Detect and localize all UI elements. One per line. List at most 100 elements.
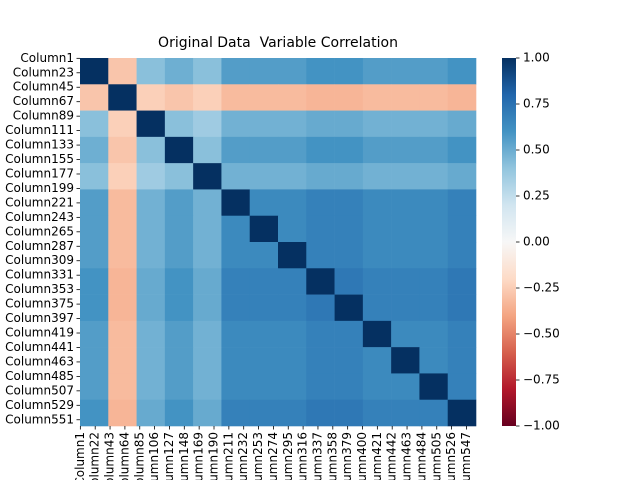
heatmap-cell	[419, 373, 449, 401]
heatmap-cell	[391, 84, 420, 111]
heatmap-cell	[80, 399, 109, 427]
heatmap-cell	[249, 399, 279, 427]
heatmap-cell	[306, 110, 335, 138]
x-tick-label: Column43	[103, 432, 117, 480]
heatmap-cell	[447, 84, 477, 111]
heatmap-cell	[164, 189, 194, 217]
heatmap-cell	[221, 268, 251, 295]
y-tick-label: Column133	[5, 138, 74, 152]
heatmap-cell	[419, 294, 449, 322]
heatmap-cell	[136, 268, 166, 295]
heatmap-cell	[391, 163, 420, 190]
heatmap-cell	[419, 58, 449, 85]
heatmap-cell	[108, 110, 137, 138]
colorbar-tick-label: 0.50	[523, 143, 550, 157]
heatmap-cell	[278, 110, 307, 138]
heatmap-cell	[334, 163, 364, 190]
heatmap-cell	[334, 110, 364, 138]
heatmap-cell	[391, 58, 420, 85]
y-tick-label: Column111	[5, 123, 74, 137]
heatmap-cell	[447, 399, 477, 427]
x-tick-label: Column505	[429, 432, 443, 480]
colorbar-tick-label: −0.25	[523, 281, 560, 295]
heatmap-cell	[419, 163, 449, 190]
heatmap-cell	[136, 215, 166, 243]
heatmap-cell	[136, 373, 166, 401]
heatmap-cell	[391, 320, 420, 348]
y-tick-label: Column243	[5, 210, 74, 224]
heatmap-cell	[362, 347, 392, 374]
heatmap-cell	[419, 110, 449, 138]
heatmap-cell	[80, 347, 109, 374]
heatmap-cell	[447, 320, 477, 348]
heatmap-cell	[108, 268, 137, 295]
heatmap-cell	[108, 294, 137, 322]
heatmap-cell	[447, 242, 477, 269]
heatmap-cell	[249, 268, 279, 295]
heatmap-cell	[419, 215, 449, 243]
heatmap-cell	[193, 189, 222, 217]
heatmap-cell	[80, 110, 109, 138]
heatmap-cell	[334, 320, 364, 348]
heatmap-cell	[249, 215, 279, 243]
heatmap-cell	[334, 215, 364, 243]
y-tick-label: Column551	[5, 412, 74, 426]
heatmap-cell	[278, 163, 307, 190]
heatmap-cell	[278, 84, 307, 111]
heatmap-cell	[249, 373, 279, 401]
heatmap-cell	[80, 84, 109, 111]
heatmap-cell	[391, 215, 420, 243]
heatmap-cell	[80, 373, 109, 401]
heatmap-cell	[221, 373, 251, 401]
heatmap-cell	[447, 58, 477, 85]
y-tick-label: Column331	[5, 268, 74, 282]
heatmap-cell	[447, 215, 477, 243]
heatmap-cell	[193, 242, 222, 269]
heatmap-cell	[334, 268, 364, 295]
heatmap-cell	[108, 215, 137, 243]
x-tick-label: Column232	[236, 432, 250, 480]
heatmap-cell	[334, 399, 364, 427]
y-tick-label: Column485	[5, 369, 74, 383]
heatmap-cell	[391, 136, 420, 164]
heatmap-cell	[80, 215, 109, 243]
heatmap-cell	[447, 189, 477, 217]
y-tick-label: Column529	[5, 398, 74, 412]
heatmap-cell	[362, 242, 392, 269]
colorbar-tick-label: 0.25	[523, 189, 550, 203]
heatmap-cell	[193, 294, 222, 322]
heatmap-cell	[164, 347, 194, 374]
heatmap-cell	[80, 136, 109, 164]
heatmap-cell	[193, 163, 222, 190]
heatmap-cell	[108, 320, 137, 348]
x-tick-label: Column148	[177, 432, 191, 480]
heatmap-cell	[447, 373, 477, 401]
colorbar-tick-label: −1.00	[523, 419, 560, 433]
heatmap-cell	[306, 163, 335, 190]
heatmap-cell	[306, 136, 335, 164]
heatmap-cell	[419, 189, 449, 217]
heatmap-cell	[249, 84, 279, 111]
y-tick-label: Column375	[5, 297, 74, 311]
heatmap-cell	[164, 163, 194, 190]
heatmap-cell	[136, 58, 166, 85]
heatmap-cell	[447, 163, 477, 190]
x-tick-label: Column547	[459, 432, 473, 480]
heatmap-cell	[221, 320, 251, 348]
y-tick-label: Column23	[13, 65, 74, 79]
heatmap-cell	[362, 58, 392, 85]
heatmap-cell	[362, 399, 392, 427]
heatmap-cell	[164, 84, 194, 111]
heatmap-cell	[419, 136, 449, 164]
heatmap-cell	[362, 373, 392, 401]
x-tick-label: Column400	[355, 432, 369, 480]
heatmap-cell	[80, 294, 109, 322]
heatmap-cell	[136, 399, 166, 427]
heatmap-cell	[362, 110, 392, 138]
x-tick-label: Column316	[296, 432, 310, 480]
heatmap-cell	[278, 215, 307, 243]
heatmap-cell	[362, 163, 392, 190]
y-tick-label: Column353	[5, 282, 74, 296]
heatmap-cell	[108, 84, 137, 111]
y-tick-label: Column1	[20, 51, 74, 65]
